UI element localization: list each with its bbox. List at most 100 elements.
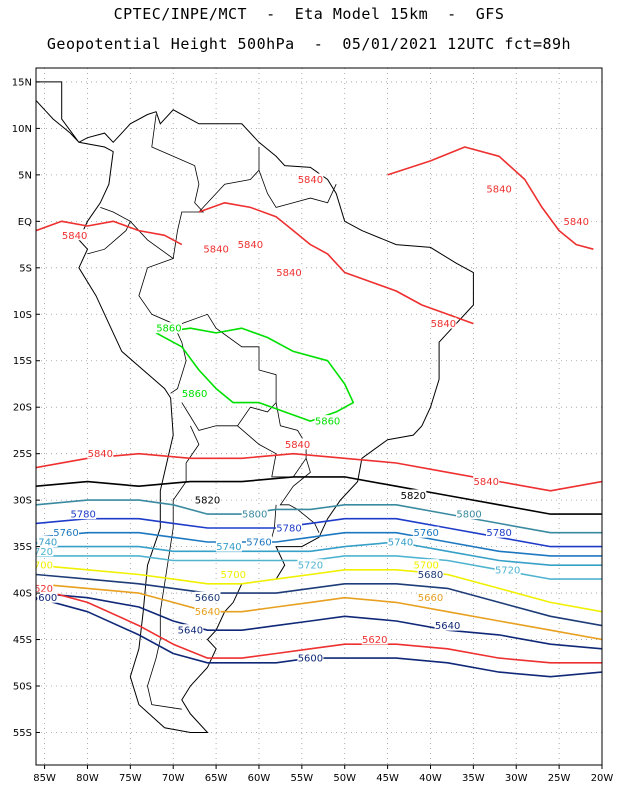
contour-label: 5840 xyxy=(486,184,511,195)
tick-label-lon: 40W xyxy=(419,773,442,784)
contour-label-bg xyxy=(361,633,388,645)
tick-label-lon: 30W xyxy=(505,773,528,784)
contour-label: 5760 xyxy=(53,528,78,539)
tick-label-lat: 20S xyxy=(13,403,32,414)
contour-label: 5860 xyxy=(182,389,207,400)
contour-label: 5840 xyxy=(88,449,113,460)
contour-label: 5820 xyxy=(195,496,220,507)
contour-label-bg xyxy=(194,605,221,617)
contour-label: 5600 xyxy=(298,654,323,665)
tick-label-lat: 25S xyxy=(13,449,32,460)
tick-label-lon: 25W xyxy=(548,773,571,784)
contour-line-5840 xyxy=(387,146,594,250)
contour-label: 5660 xyxy=(418,593,443,604)
contour-label: 5720 xyxy=(298,561,323,572)
contour-label: 5840 xyxy=(285,440,310,451)
contour-label-bg xyxy=(494,563,521,575)
title-line-1: CPTEC/INPE/MCT - Eta Model 15km - GFS xyxy=(113,5,505,23)
tick-label-lat: 5N xyxy=(18,170,32,181)
contour-label-bg xyxy=(36,582,54,594)
tick-label-lon: 65W xyxy=(205,773,228,784)
contour-line-5680 xyxy=(36,573,602,627)
contour-label-bg xyxy=(36,559,54,571)
contour-label-bg xyxy=(220,568,247,580)
contour-line-5720 xyxy=(36,555,602,580)
contour-label-bg xyxy=(155,322,182,334)
tick-label-lat: 50S xyxy=(13,682,32,693)
contour-line-5660 xyxy=(36,583,602,641)
tick-label-lon: 60W xyxy=(248,773,271,784)
contour-label: 5840 xyxy=(238,240,263,251)
tick-label-lat: 45S xyxy=(13,635,32,646)
tick-label-lon: 85W xyxy=(33,773,56,784)
tick-label-lat: 40S xyxy=(13,589,32,600)
contour-label-bg xyxy=(36,591,58,603)
geography xyxy=(36,81,474,733)
contour-label: 5840 xyxy=(431,319,456,330)
contour-label: 5800 xyxy=(456,510,481,521)
contour-label-bg xyxy=(413,526,440,538)
contour-label-bg xyxy=(70,508,97,520)
contour-label-bg xyxy=(434,619,461,631)
contour-label: 5760 xyxy=(413,528,438,539)
contour-label: 5700 xyxy=(28,561,53,572)
contour-labels: 5840 5840 5840 5840 5840 5840 5840 5840 5860 5860… xyxy=(28,173,590,665)
contour-line-5840 xyxy=(36,220,183,246)
contour-line-5800 xyxy=(36,499,602,534)
contour-label: 5680 xyxy=(418,570,443,581)
tick-label-lat: 15N xyxy=(12,77,32,88)
tick-label-lon: 70W xyxy=(162,773,185,784)
contour-label-bg xyxy=(297,173,324,185)
contour-label-bg xyxy=(486,526,513,538)
contour-label: 5820 xyxy=(401,491,426,502)
contour-label-bg xyxy=(297,652,324,664)
contour-label-bg xyxy=(275,522,302,534)
contour-label-bg xyxy=(387,535,414,547)
contour-label: 5840 xyxy=(564,217,589,228)
country-border xyxy=(237,402,307,478)
contour-label: 5840 xyxy=(276,268,301,279)
contour-label: 5740 xyxy=(216,542,241,553)
contour-label: 5620 xyxy=(28,584,53,595)
tick-label-lon: 75W xyxy=(119,773,142,784)
axis-ticks: 85W 80W 75W 70W 65W 60W 55W 50W 45W 40W 35W 30W 25W 2… xyxy=(12,77,614,784)
contour-label-bg xyxy=(215,540,242,552)
contour-label: 5860 xyxy=(156,324,181,335)
tick-label-lat: 15S xyxy=(13,356,32,367)
contour-label-bg xyxy=(314,415,341,427)
contour-label: 5760 xyxy=(246,537,271,548)
contour-line-5820 xyxy=(36,476,602,515)
contour-label: 5780 xyxy=(486,528,511,539)
contour-label-bg xyxy=(284,438,311,450)
contour-label: 5780 xyxy=(276,524,301,535)
contour-label: 5640 xyxy=(195,607,220,618)
tick-label-lon: 35W xyxy=(462,773,485,784)
tick-label-lon: 45W xyxy=(376,773,399,784)
contour-label-bg xyxy=(486,182,513,194)
contour-label-bg xyxy=(36,545,54,557)
contour-label-bg xyxy=(241,508,268,520)
contour-label: 5840 xyxy=(474,477,499,488)
contour-label: 5700 xyxy=(221,570,246,581)
contour-label-bg xyxy=(473,475,500,487)
contour-label-bg xyxy=(417,591,444,603)
country-border xyxy=(279,458,320,533)
tick-label-lat: 5S xyxy=(19,263,32,274)
contour-label: 5860 xyxy=(315,417,340,428)
contour-line-5640 xyxy=(36,592,602,650)
contour-label: 5720 xyxy=(28,547,53,558)
contour-line-5840 xyxy=(198,202,474,325)
contour-label-bg xyxy=(181,387,208,399)
tick-label-lat: 55S xyxy=(13,728,32,739)
contour-label-bg xyxy=(194,494,221,506)
contour-label: 5620 xyxy=(362,635,387,646)
country-border xyxy=(151,114,205,259)
tick-label-lon: 80W xyxy=(76,773,99,784)
contour-label: 5640 xyxy=(178,626,203,637)
contour-label-bg xyxy=(400,489,427,501)
coastline xyxy=(36,81,474,733)
contour-label: 5640 xyxy=(435,621,460,632)
contour-line-5760 xyxy=(36,531,602,557)
tick-label-lat: 10S xyxy=(13,310,32,321)
tick-label-lat: 10N xyxy=(12,124,32,135)
